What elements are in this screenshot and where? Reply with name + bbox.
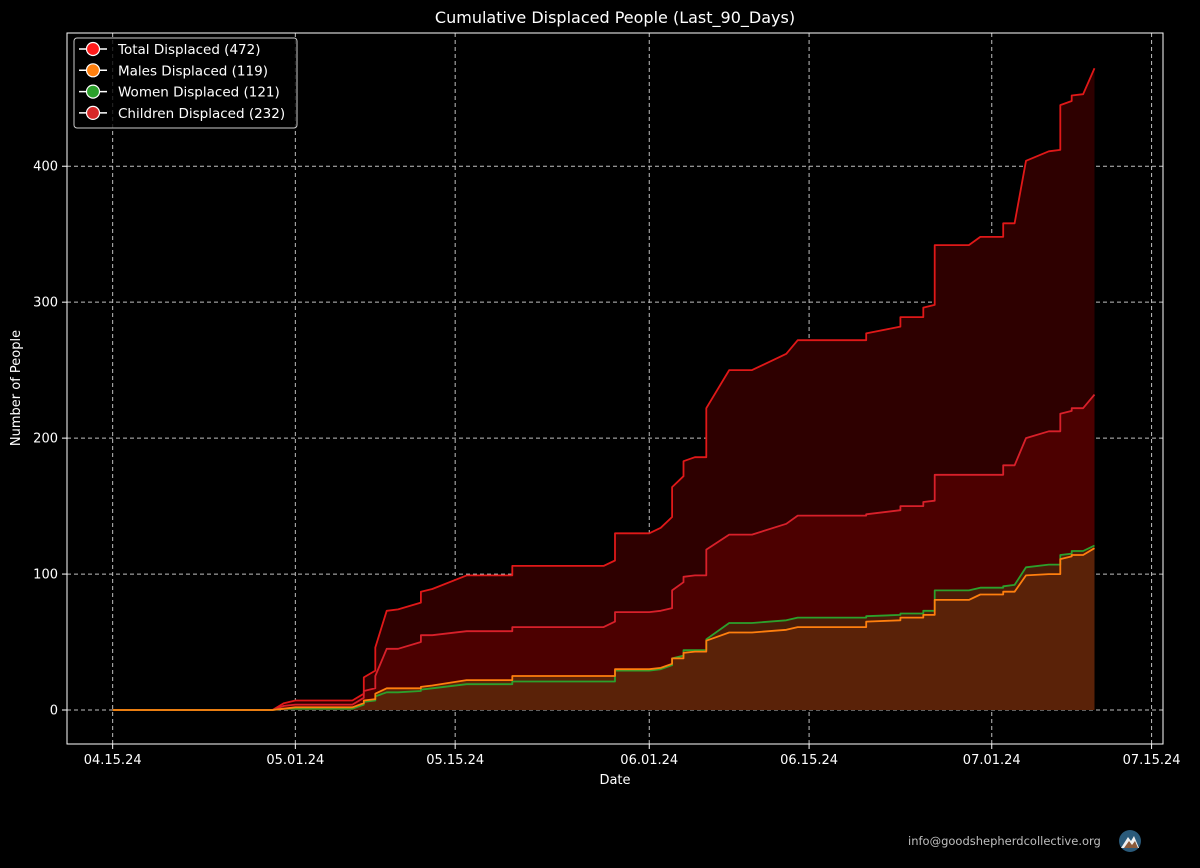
males-line [112, 547, 1095, 711]
area-layer [112, 68, 1095, 711]
x-tick-label: 06.15.24 [780, 753, 838, 768]
y-tick-label: 300 [33, 296, 58, 311]
x-tick-label: 05.01.24 [266, 753, 324, 768]
legend-items: Total Displaced (472) Males Displaced (11… [79, 41, 285, 122]
legend-label-women: Women Displaced (121) [118, 85, 280, 101]
plot-frame [66, 32, 1164, 745]
x-tick-label: 06.01.24 [620, 753, 678, 768]
y-tick-label: 0 [50, 704, 58, 719]
children-line [112, 394, 1096, 711]
x-tick-label: 04.15.24 [84, 753, 142, 768]
y-tick-label: 200 [33, 432, 58, 447]
legend-label-males: Males Displaced (119) [118, 63, 268, 79]
x-axis-title: Date [599, 773, 630, 788]
legend-label-children: Children Displaced (232) [118, 106, 285, 122]
legend-marker-children [85, 105, 101, 121]
footer-email: info@goodshepherdcollective.org [908, 834, 1101, 848]
y-tick-label: 100 [33, 568, 58, 583]
y-axis-title: Number of People [9, 330, 24, 446]
legend-label-total: Total Displaced (472) [117, 42, 260, 58]
legend-box [73, 37, 298, 129]
y-tick-label: 400 [33, 160, 58, 175]
tick-layer: 04.15.24 05.01.24 05.15.24 06.01.24 06.15.24… [33, 160, 1180, 768]
males-area [112, 548, 1095, 710]
legend-marker-males [85, 63, 101, 78]
women-line [112, 544, 1095, 711]
legend-marker-women [85, 84, 101, 99]
mountain-logo-icon [1119, 830, 1141, 852]
legend: Total Displaced (472) Males Displaced (11… [73, 37, 298, 129]
x-tick-label: 07.01.24 [963, 753, 1021, 768]
x-tick-label: 07.15.24 [1123, 753, 1181, 768]
legend-marker-total [85, 41, 101, 57]
chart-title: Cumulative Displaced People (Last_90_Day… [435, 8, 795, 28]
x-tick-label: 05.15.24 [426, 753, 484, 768]
total-line [112, 67, 1096, 711]
line-layer [112, 67, 1096, 711]
